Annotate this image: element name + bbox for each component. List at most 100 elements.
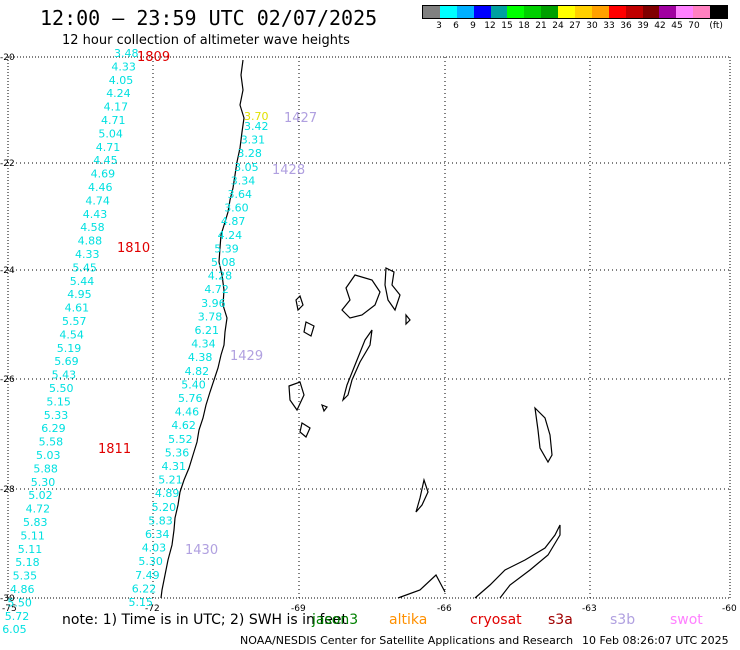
wave-height-value: 4.43 — [83, 208, 108, 221]
wave-height-value: 4.24 — [218, 229, 243, 242]
wave-height-value: 5.11 — [20, 529, 45, 542]
wave-height-value: 3.28 — [237, 147, 262, 160]
lake-11 — [321, 403, 328, 413]
lat-label: -30 — [0, 594, 15, 604]
wave-height-value: 3.78 — [198, 310, 223, 323]
wave-height-value: 4.45 — [93, 154, 118, 167]
credit-text: NOAA/NESDIS Center for Satellite Applica… — [240, 634, 574, 647]
wave-height-value: 4.62 — [171, 419, 196, 432]
colorbar-label: 70 — [688, 21, 700, 31]
wave-height-value: 4.34 — [191, 338, 216, 351]
page-title: 12:00 – 23:59 UTC 02/07/2025 — [40, 6, 378, 30]
colorbar-label: 12 — [484, 21, 496, 31]
wave-height-value: 4.46 — [175, 406, 200, 419]
colorbar-swatch — [558, 6, 576, 18]
wave-height-value: 6.21 — [195, 324, 220, 337]
footer-note: note: 1) Time is in UTC; 2) SWH is in fe… — [62, 612, 348, 628]
pass-labels: 1809 1810 1811 1427 1428 1429 1430 — [98, 50, 317, 558]
wave-height-value: 5.21 — [158, 474, 183, 487]
wave-height-value: 5.02 — [28, 489, 53, 502]
colorbar-swatch — [524, 6, 542, 18]
wave-height-value: 5.35 — [13, 570, 37, 583]
generation-timestamp: 10 Feb 08:26:07 UTC 2025 — [582, 634, 729, 647]
colorbar-label: 42 — [654, 21, 666, 31]
lat-label: -20 — [0, 53, 15, 63]
colorbar-label: 15 — [501, 21, 513, 31]
wave-height-value: 4.17 — [104, 101, 129, 114]
wave-height-value: 4.72 — [26, 503, 50, 516]
lake-1 — [341, 274, 381, 319]
pass-number: 1430 — [185, 543, 218, 558]
wave-height-value: 5.44 — [70, 275, 95, 288]
wave-height-value: 4.89 — [155, 487, 180, 500]
wave-height-value: 5.18 — [15, 556, 40, 569]
colorbar-swatch — [676, 6, 694, 18]
colorbar-label: 3 — [436, 21, 442, 31]
east-shape — [474, 524, 561, 599]
satellite-legend-jason3: jason3 — [312, 612, 359, 628]
colorbar-swatch — [591, 6, 609, 18]
satellite-legend-s3a: s3a — [548, 612, 573, 628]
wave-height-value: 4.05 — [109, 74, 134, 87]
wave-height-value: 5.03 — [36, 449, 61, 462]
colorbar-label: 21 — [535, 21, 547, 31]
wave-height-value: 5.83 — [23, 516, 48, 529]
pass-number: 1428 — [272, 163, 305, 178]
lake-5 — [303, 321, 315, 337]
wave-height-value: 5.33 — [44, 409, 69, 422]
wave-height-value: 5.50 — [7, 596, 32, 609]
pass-number: 1810 — [117, 241, 150, 256]
wave-height-value: 5.57 — [62, 315, 87, 328]
wave-height-value: 4.31 — [162, 460, 187, 473]
wave-height-value: 5.72 — [5, 610, 30, 623]
colorbar-labels: 3 6 9 12 15 18 21 24 27 30 33 36 39 42 45 70 (ft) — [422, 21, 740, 33]
colorbar-label: 45 — [671, 21, 683, 31]
wave-height-value: 5.40 — [181, 378, 206, 391]
colorbar-swatch — [642, 6, 660, 18]
altimeter-track-east: 3.423.313.283.053.343.643.604.874.245.39… — [129, 120, 269, 609]
wave-height-value: 6.22 — [132, 582, 157, 595]
wave-height-value: 4.74 — [85, 194, 110, 207]
wave-height-value: 4.54 — [59, 328, 84, 341]
pass-number: 1809 — [137, 50, 170, 65]
lat-label: -24 — [0, 266, 15, 276]
wave-height-value: 4.71 — [96, 141, 121, 154]
lat-label: -26 — [0, 375, 15, 385]
satellite-legend-s3b: s3b — [610, 612, 636, 628]
wave-height-value: 4.88 — [78, 235, 103, 248]
wave-height-value: 4.33 — [111, 60, 135, 73]
wave-height-value: 5.20 — [152, 501, 177, 514]
wave-height-value: 5.15 — [129, 596, 154, 609]
wave-height-value: 5.69 — [54, 355, 78, 368]
wave-height-value: 4.38 — [188, 351, 213, 364]
colorbar-label: 36 — [620, 21, 632, 31]
lake-6 — [288, 381, 305, 412]
lat-label: -28 — [0, 485, 15, 495]
wave-height-value: 4.03 — [142, 542, 167, 555]
wave-height-value: 5.11 — [18, 543, 43, 556]
south-america-coast — [160, 59, 245, 599]
wave-height-value: 4.87 — [221, 215, 246, 228]
wave-height-value: 6.29 — [41, 422, 65, 435]
wave-height-value: 3.48 — [114, 47, 139, 60]
wave-height-value: 3.34 — [231, 174, 256, 187]
pass-number: 1811 — [98, 442, 131, 457]
wave-height-value: 4.95 — [67, 288, 92, 301]
lon-label: -60 — [722, 604, 737, 614]
wave-height-value: 5.04 — [98, 127, 123, 140]
wave-height-value: 5.43 — [52, 369, 77, 382]
wave-height-value: 3.96 — [201, 297, 226, 310]
lake-9 — [415, 477, 429, 513]
wave-height-value: 4.33 — [75, 248, 100, 261]
wave-height-value: 5.88 — [33, 462, 58, 475]
wave-height-value: 5.39 — [214, 242, 239, 255]
wave-height-value: 4.82 — [185, 365, 210, 378]
colorbar-label: (ft) — [709, 21, 723, 31]
wave-height-value: 5.76 — [178, 392, 203, 405]
satellite-legend-swot: swot — [670, 612, 703, 628]
colorbar-label: 33 — [603, 21, 615, 31]
wave-height-value: 6.05 — [2, 623, 27, 636]
colorbar-swatch — [659, 6, 677, 18]
wave-height-value: 4.24 — [106, 87, 131, 100]
wave-height-value: 4.69 — [91, 168, 116, 181]
